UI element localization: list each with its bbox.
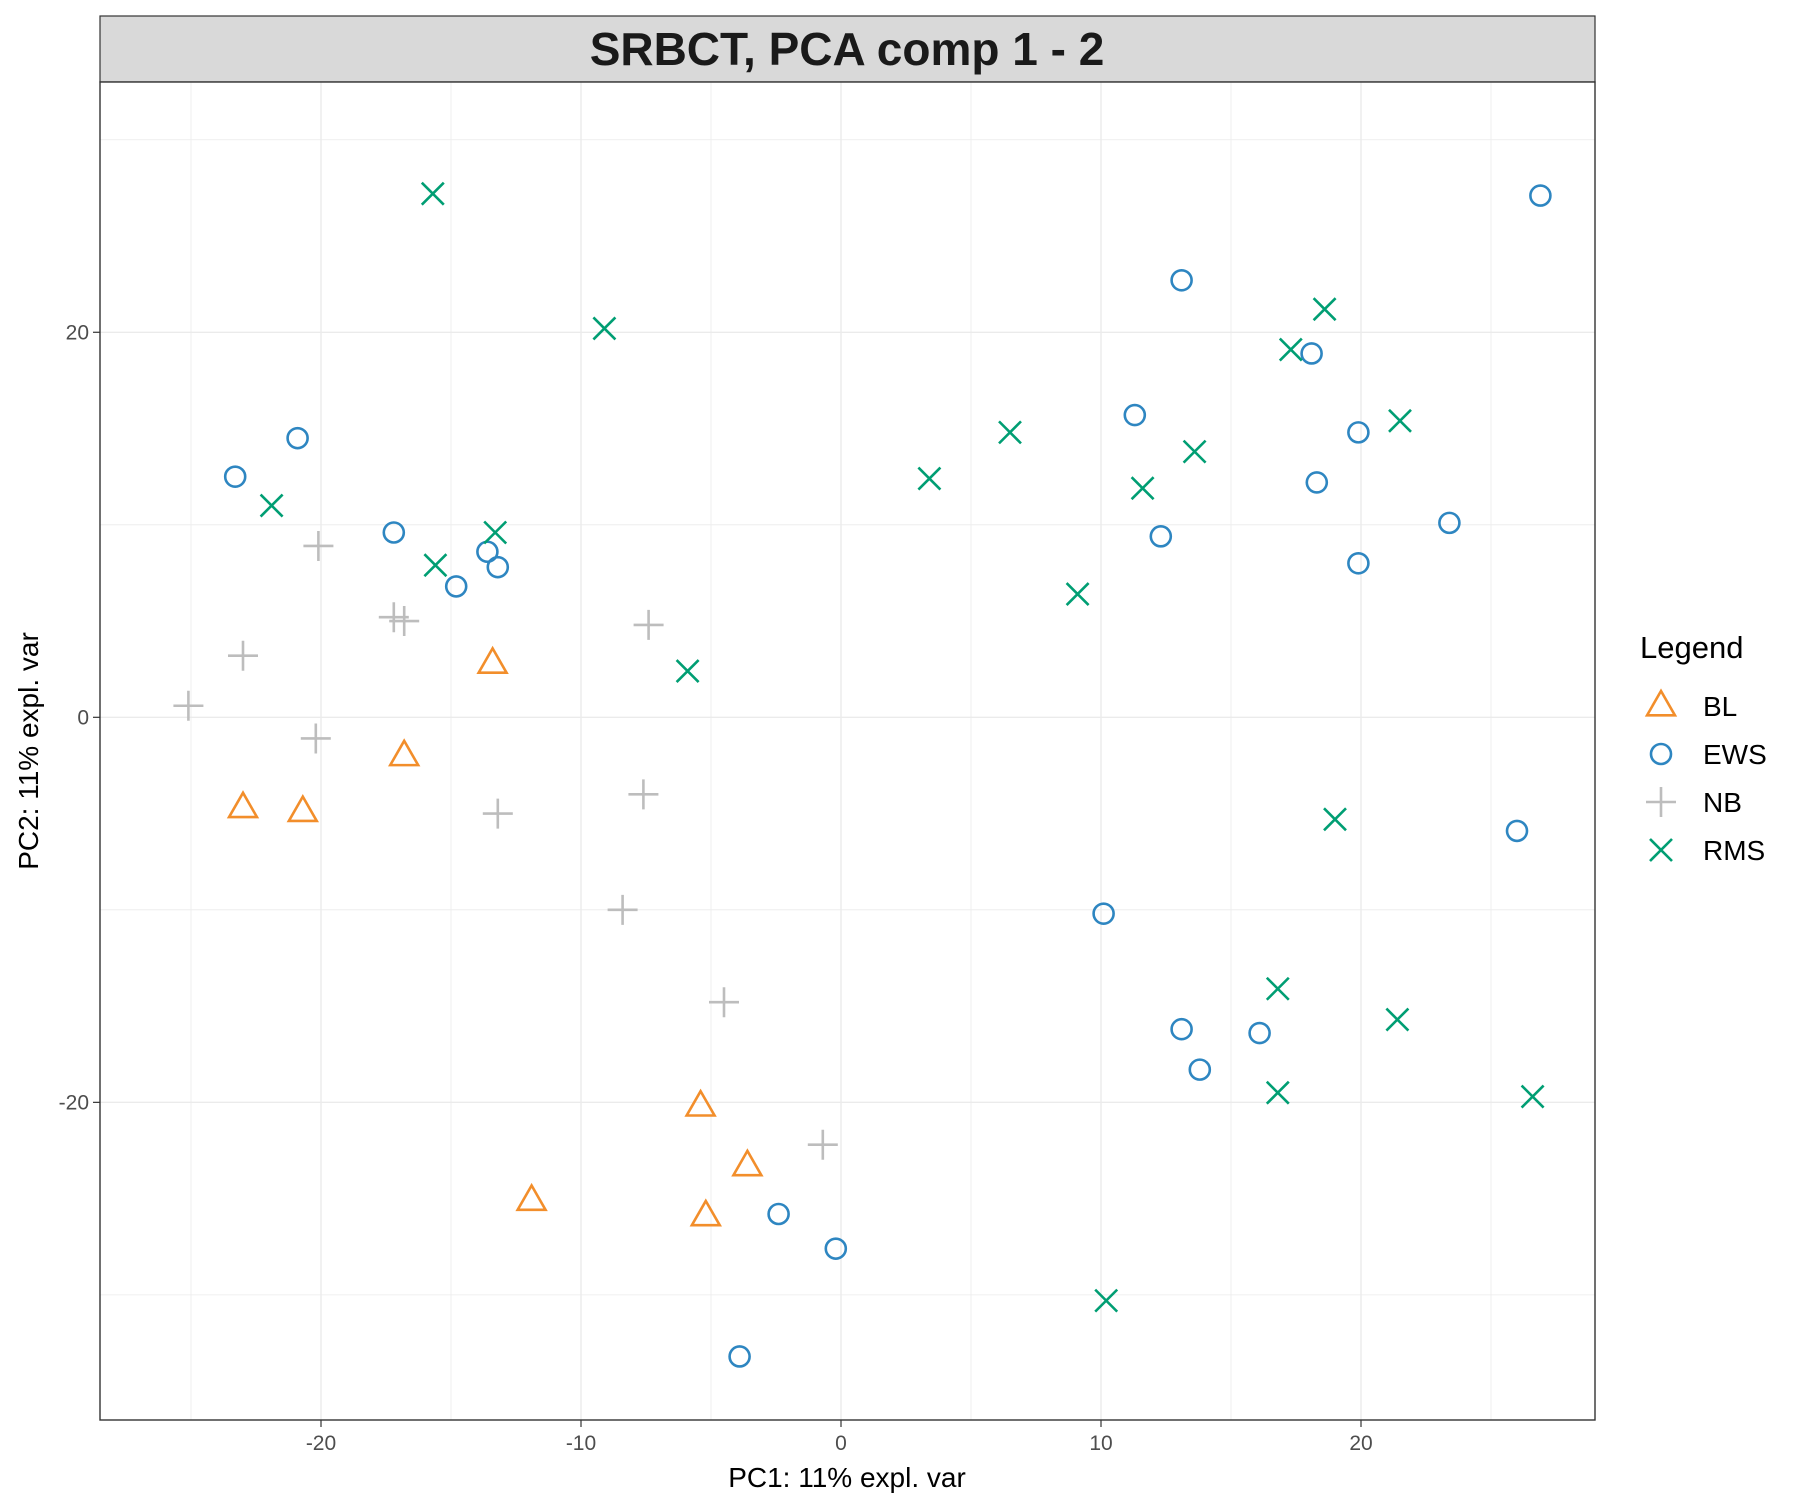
point-rms <box>259 493 284 518</box>
point-ews <box>1149 525 1173 548</box>
legend: Legend BL EWS NB RMS <box>1640 630 1767 866</box>
point-ews <box>1300 342 1323 365</box>
point-bl <box>476 645 509 675</box>
point-nb <box>709 987 739 1018</box>
point-ews <box>1248 1021 1271 1045</box>
point-nb <box>173 690 204 721</box>
point-ews <box>1438 511 1461 535</box>
legend-label-bl: BL <box>1703 691 1737 722</box>
point-rms <box>420 181 445 206</box>
point-bl <box>515 1182 548 1212</box>
point-nb <box>807 1129 838 1160</box>
point-bl <box>689 1198 722 1227</box>
y-tick-label: 0 <box>77 706 89 729</box>
point-nb <box>482 798 513 829</box>
x-tick-label: -20 <box>306 1432 336 1455</box>
legend-key-rms <box>1649 838 1673 862</box>
point-nb <box>228 640 258 671</box>
x-tick-label: -10 <box>566 1432 596 1455</box>
point-nb <box>628 779 659 810</box>
point-ews <box>824 1237 848 1260</box>
point-rms <box>423 553 448 578</box>
point-ews <box>444 575 468 598</box>
plot-panel-border <box>99 81 1596 1421</box>
point-ews <box>1170 1017 1193 1041</box>
point-ews <box>1188 1058 1212 1081</box>
point-nb <box>607 894 638 925</box>
x-tick-label: 0 <box>835 1432 847 1455</box>
chart-title: SRBCT, PCA comp 1 - 2 <box>590 23 1105 75</box>
point-ews <box>1092 902 1115 925</box>
legend-key-ews <box>1649 742 1673 766</box>
point-nb <box>389 606 420 637</box>
point-rms <box>1312 297 1337 322</box>
y-tick-label: -20 <box>59 1091 89 1114</box>
point-rms <box>483 520 508 545</box>
point-rms <box>592 316 617 341</box>
point-bl <box>226 790 260 819</box>
point-ews <box>1305 471 1329 494</box>
point-rms <box>1323 807 1347 832</box>
axes: -20 -10 0 10 20 -20 0 20 <box>59 321 1373 1455</box>
y-tick-label: 20 <box>66 321 89 344</box>
plot-panel <box>100 82 1595 1420</box>
x-tick-label: 10 <box>1089 1432 1112 1455</box>
legend-title: Legend <box>1640 630 1743 665</box>
title-strip <box>99 15 1596 83</box>
point-rms <box>1385 1007 1410 1032</box>
legend-key-bl <box>1644 688 1678 717</box>
point-rms <box>1094 1288 1119 1313</box>
point-ews <box>767 1202 790 1226</box>
point-bl <box>731 1148 764 1177</box>
x-tick-label: 20 <box>1349 1432 1372 1455</box>
x-axis-label: PC1: 11% expl. var <box>728 1462 966 1493</box>
point-rms <box>1130 476 1155 501</box>
point-nb <box>300 723 331 754</box>
point-rms <box>917 466 942 491</box>
grid-lines <box>100 82 1595 1420</box>
y-axis-label: PC2: 11% expl. var <box>13 632 44 870</box>
point-rms <box>1265 976 1290 1001</box>
point-rms <box>1065 582 1090 607</box>
point-ews <box>1505 819 1529 843</box>
data-points <box>173 181 1552 1368</box>
point-ews <box>223 465 247 488</box>
point-nb <box>303 530 334 561</box>
legend-label-rms: RMS <box>1703 835 1765 866</box>
point-bl <box>388 738 421 767</box>
point-ews <box>382 521 406 544</box>
point-rms <box>1388 408 1412 433</box>
point-rms <box>1182 439 1207 464</box>
point-ews <box>486 555 510 579</box>
point-rms <box>675 659 700 684</box>
legend-label-nb: NB <box>1703 787 1742 818</box>
point-ews <box>728 1345 751 1368</box>
point-ews <box>1347 551 1370 575</box>
point-rms <box>998 420 1022 445</box>
point-nb <box>633 609 664 640</box>
point-ews <box>1123 403 1147 427</box>
point-bl <box>684 1088 717 1117</box>
point-rms <box>1520 1084 1545 1109</box>
point-ews <box>1347 421 1370 444</box>
point-rms <box>1278 337 1303 362</box>
legend-label-ews: EWS <box>1703 739 1767 770</box>
point-ews <box>1170 268 1193 292</box>
point-bl <box>286 794 319 823</box>
point-ews <box>286 426 309 450</box>
legend-key-nb <box>1646 787 1676 817</box>
point-rms <box>1265 1080 1290 1105</box>
point-ews <box>1529 184 1552 207</box>
